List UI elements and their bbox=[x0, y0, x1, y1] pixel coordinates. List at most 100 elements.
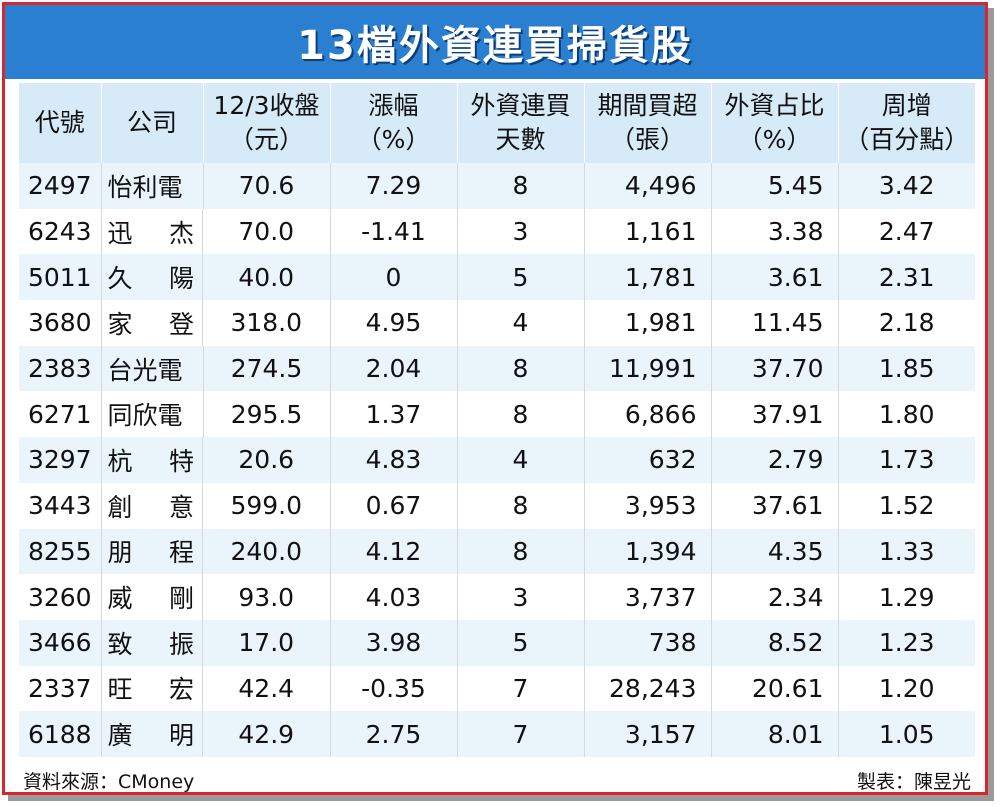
cell-weekly: 1.73 bbox=[838, 437, 975, 483]
cell-weekly: 1.05 bbox=[838, 711, 975, 757]
cell-company: 杭特 bbox=[101, 437, 203, 483]
cell-share: 37.91 bbox=[711, 391, 839, 438]
cell-company: 家登 bbox=[101, 300, 203, 346]
cell-share: 3.61 bbox=[711, 254, 839, 301]
cell-net-buy: 632 bbox=[584, 437, 712, 483]
company-name-part: 致 bbox=[107, 629, 133, 659]
cell-days: 7 bbox=[457, 665, 585, 712]
company-name-part: 意 bbox=[168, 492, 194, 522]
header-code: 代號 bbox=[19, 83, 102, 163]
company-name-part: 登 bbox=[168, 309, 194, 339]
cell-code: 2337 bbox=[19, 665, 102, 712]
cell-code: 6271 bbox=[19, 391, 102, 438]
cell-close: 599.0 bbox=[203, 482, 331, 529]
cell-share: 20.61 bbox=[711, 665, 839, 712]
cell-weekly: 1.23 bbox=[838, 619, 975, 666]
cell-share: 3.38 bbox=[711, 208, 839, 255]
cell-days: 3 bbox=[457, 574, 585, 620]
cell-net-buy: 1,981 bbox=[584, 300, 712, 346]
cell-share: 8.01 bbox=[711, 711, 839, 757]
cell-code: 3466 bbox=[19, 619, 102, 666]
company-name-part: 特 bbox=[168, 446, 194, 476]
cell-net-buy: 1,781 bbox=[584, 254, 712, 301]
company-name-part: 杭 bbox=[107, 446, 133, 476]
cell-code: 3297 bbox=[19, 437, 102, 483]
table-row: 5011 久陽 40.0 0 5 1,781 3.61 2.31 bbox=[19, 254, 975, 301]
cell-days: 3 bbox=[457, 208, 585, 255]
cell-net-buy: 11,991 bbox=[584, 345, 712, 392]
header-net-buy: 期間買超 （張） bbox=[584, 83, 712, 163]
table-row: 3466 致振 17.0 3.98 5 738 8.52 1.23 bbox=[19, 619, 975, 666]
company-name-part: 家 bbox=[107, 309, 133, 339]
table-row: 8255 朋程 240.0 4.12 8 1,394 4.35 1.33 bbox=[19, 528, 975, 575]
cell-net-buy: 1,161 bbox=[584, 208, 712, 255]
cell-company: 久陽 bbox=[101, 254, 203, 301]
cell-share: 8.52 bbox=[711, 619, 839, 666]
cell-company: 威剛 bbox=[101, 574, 203, 620]
cell-close: 70.0 bbox=[203, 208, 331, 255]
title-bar: 13檔外資連買掃貨股 bbox=[5, 5, 985, 79]
header-row: 代號 公司 12/3收盤 （元） 漲幅 （%） 外資連買 天數 期間買超 （張） 外資占… bbox=[19, 83, 975, 163]
cell-days: 4 bbox=[457, 437, 585, 483]
footer: 資料來源：CMoney 製表：陳昱光 bbox=[19, 763, 975, 793]
cell-close: 40.0 bbox=[203, 254, 331, 301]
cell-days: 8 bbox=[457, 528, 585, 575]
table-row: 6271 同欣電 295.5 1.37 8 6,866 37.91 1.80 bbox=[19, 391, 975, 438]
cell-days: 5 bbox=[457, 254, 585, 301]
cell-weekly: 2.31 bbox=[838, 254, 975, 301]
cell-company: 旺宏 bbox=[101, 665, 203, 712]
cell-net-buy: 3,953 bbox=[584, 482, 712, 529]
header-close: 12/3收盤 （元） bbox=[203, 83, 331, 163]
page-title: 13檔外資連買掃貨股 bbox=[297, 23, 693, 69]
table-row: 3260 威剛 93.0 4.03 3 3,737 2.34 1.29 bbox=[19, 574, 975, 620]
cell-days: 8 bbox=[457, 163, 585, 209]
cell-change: 1.37 bbox=[330, 391, 458, 438]
cell-change: -1.41 bbox=[330, 208, 458, 255]
table-row: 3443 創意 599.0 0.67 8 3,953 37.61 1.52 bbox=[19, 482, 975, 529]
cell-code: 2383 bbox=[19, 345, 102, 392]
cell-change: 4.95 bbox=[330, 300, 458, 346]
company-name-part: 迅 bbox=[107, 218, 133, 248]
cell-code: 3260 bbox=[19, 574, 102, 620]
company-name-part: 廣 bbox=[107, 721, 133, 751]
header-change: 漲幅 （%） bbox=[330, 83, 458, 163]
cell-days: 5 bbox=[457, 619, 585, 666]
cell-days: 8 bbox=[457, 482, 585, 529]
cell-share: 37.70 bbox=[711, 345, 839, 392]
cell-close: 295.5 bbox=[203, 391, 331, 438]
cell-weekly: 2.18 bbox=[838, 300, 975, 346]
cell-net-buy: 4,496 bbox=[584, 163, 712, 209]
cell-code: 2497 bbox=[19, 163, 102, 209]
company-name-part: 久 bbox=[107, 264, 133, 294]
cell-net-buy: 1,394 bbox=[584, 528, 712, 575]
company-name-part: 旺 bbox=[107, 675, 133, 705]
company-name-part: 剛 bbox=[168, 584, 194, 614]
cell-days: 8 bbox=[457, 345, 585, 392]
company-name-part: 杰 bbox=[168, 218, 194, 248]
table-card: 13檔外資連買掃貨股 代號 公司 12/3收盤 （元） 漲幅 （%） 外資連買 天數 … bbox=[2, 2, 988, 795]
cell-close: 274.5 bbox=[203, 345, 331, 392]
cell-code: 5011 bbox=[19, 254, 102, 301]
cell-code: 6243 bbox=[19, 208, 102, 255]
stock-table: 代號 公司 12/3收盤 （元） 漲幅 （%） 外資連買 天數 期間買超 （張） 外資占… bbox=[19, 83, 975, 757]
company-name-part: 同欣電 bbox=[107, 401, 183, 431]
table-row: 2383 台光電 274.5 2.04 8 11,991 37.70 1.85 bbox=[19, 345, 975, 392]
cell-company: 怡利電 bbox=[101, 163, 204, 209]
cell-weekly: 1.29 bbox=[838, 574, 975, 620]
company-name-part: 程 bbox=[168, 538, 194, 568]
cell-net-buy: 28,243 bbox=[584, 665, 712, 712]
cell-share: 2.34 bbox=[711, 574, 839, 620]
company-name-part: 威 bbox=[107, 584, 133, 614]
cell-net-buy: 3,157 bbox=[584, 711, 712, 757]
cell-company: 創意 bbox=[101, 482, 203, 529]
cell-company: 迅杰 bbox=[101, 208, 203, 255]
cell-close: 42.4 bbox=[203, 665, 331, 712]
company-name-part: 創 bbox=[107, 492, 133, 522]
table-row: 6188 廣明 42.9 2.75 7 3,157 8.01 1.05 bbox=[19, 711, 975, 757]
cell-close: 240.0 bbox=[203, 528, 331, 575]
cell-close: 20.6 bbox=[203, 437, 331, 483]
cell-days: 8 bbox=[457, 391, 585, 438]
company-name-part: 怡利電 bbox=[107, 172, 183, 202]
header-share: 外資占比 （%） bbox=[711, 83, 839, 163]
cell-change: 0.67 bbox=[330, 482, 458, 529]
